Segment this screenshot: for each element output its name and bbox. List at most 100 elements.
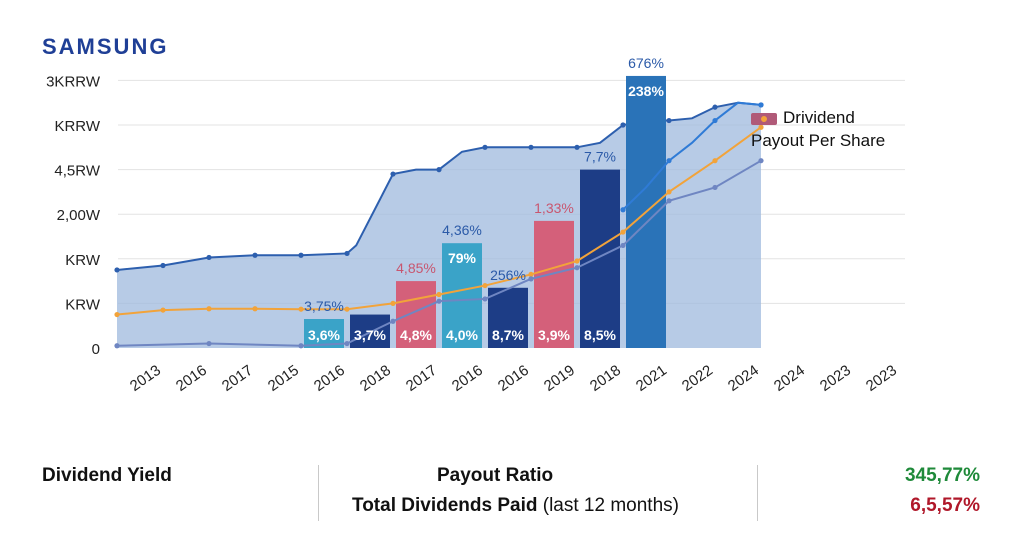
- series-point: [436, 298, 442, 304]
- bar-inner-label: 3,6%: [308, 327, 340, 343]
- series-line: [622, 101, 762, 211]
- right-value-1: 345,77%: [904, 465, 980, 486]
- price-point: [114, 267, 120, 273]
- series-point: [528, 271, 534, 278]
- series-point: [620, 207, 626, 213]
- bar-mid-label: 79%: [448, 250, 477, 266]
- series-point: [620, 229, 626, 235]
- bar-top-label: 676%: [628, 55, 664, 71]
- x-tick-label: 2021: [633, 362, 670, 395]
- series-point: [436, 291, 442, 298]
- x-tick-label: 2019: [541, 362, 578, 395]
- x-tick-label: 2016: [173, 362, 210, 395]
- series-point: [758, 102, 764, 108]
- y-tick-label: KRW: [65, 252, 101, 269]
- series-point: [574, 258, 580, 264]
- price-point: [620, 122, 626, 128]
- series-point: [666, 198, 672, 204]
- y-tick-label: 3KRRW: [46, 73, 101, 90]
- series-point: [344, 340, 350, 347]
- series-point: [574, 265, 580, 271]
- series-point: [344, 306, 350, 312]
- series-point: [758, 124, 764, 130]
- payout-ratio-label: Payout Ratio: [437, 465, 554, 486]
- bar-inner-label: 3,9%: [538, 327, 570, 343]
- price-point: [712, 104, 718, 110]
- x-tick-label: 2024: [725, 362, 762, 395]
- series-point: [390, 318, 396, 324]
- price-point: [666, 117, 672, 124]
- series-point: [160, 307, 166, 313]
- price-point: [436, 167, 442, 173]
- price-point: [574, 144, 580, 150]
- x-tick-label: 2023: [863, 362, 900, 395]
- y-tick-label: KRW: [65, 296, 101, 313]
- x-tick-label: 2016: [449, 362, 486, 395]
- footer-divider-right: [757, 465, 758, 521]
- series-point: [666, 158, 672, 164]
- series-point: [206, 306, 212, 312]
- legend-label: Drividend Payout Per Share: [751, 108, 886, 150]
- bar-inner-label: 4,8%: [400, 327, 432, 343]
- series-point: [390, 300, 396, 306]
- bar-inner-label: 3,7%: [354, 327, 386, 343]
- series-point: [252, 306, 258, 312]
- bar-labels: 3,6% 3,75% 3,7% 4,8% 4,85% 4,0% 79% 4,36% 8,7% 25…: [304, 55, 664, 343]
- series-point: [528, 276, 534, 282]
- y-axis: 0 KRW KRW 2,00W 4,5RW KRRW 3KRRW: [46, 73, 101, 358]
- series-point: [712, 117, 718, 124]
- series-point: [712, 184, 718, 191]
- footer-divider-left: [318, 465, 319, 521]
- y-tick-label: 0: [92, 341, 100, 358]
- series-point: [758, 158, 764, 164]
- y-tick-label: KRRW: [54, 118, 100, 135]
- series-point: [620, 242, 626, 249]
- total-dividends-label: Total Dividends Paid (last 12 months): [352, 495, 679, 517]
- price-point: [206, 254, 212, 261]
- bar: [396, 281, 436, 348]
- price-point: [390, 171, 396, 177]
- x-tick-label: 2023: [817, 362, 854, 395]
- price-point: [160, 262, 166, 269]
- legend: Drividend Payout Per Share: [751, 106, 885, 152]
- footer-stats: Dividend Yield Payout Ratio Total Divide…: [0, 455, 1024, 535]
- bar: [350, 314, 390, 348]
- series-point: [482, 282, 488, 289]
- bar-top-label: 4,36%: [442, 222, 482, 238]
- x-tick-label: 2017: [403, 362, 440, 395]
- bar: [580, 169, 620, 348]
- bar: [534, 220, 574, 348]
- price-area-line: [116, 101, 762, 271]
- samsung-logo: SAMSUNG: [42, 34, 169, 59]
- bar-top-label: 4,85%: [396, 260, 436, 276]
- series-point: [114, 343, 120, 349]
- x-tick-label: 2022: [679, 362, 716, 395]
- bar-inner-label: 8,7%: [492, 327, 524, 343]
- bar-top-label: 7,7%: [584, 149, 616, 165]
- bar-top-label: 3,75%: [304, 298, 344, 314]
- series-point: [206, 340, 212, 347]
- x-tick-label: 2018: [587, 362, 624, 395]
- bar: [442, 243, 482, 348]
- bar-top-label: 256%: [490, 267, 526, 283]
- price-point: [344, 250, 350, 257]
- x-tick-label: 2018: [357, 362, 394, 395]
- x-tick-label: 2015: [265, 362, 302, 395]
- series-point: [482, 296, 488, 302]
- bar-mid-label: 238%: [628, 83, 664, 99]
- bar-top-label: 1,33%: [534, 200, 574, 216]
- series-point: [712, 158, 718, 164]
- lines-layer: [114, 101, 764, 349]
- area-layer: [114, 101, 764, 348]
- bar: [488, 287, 528, 348]
- price-point: [252, 252, 258, 258]
- legend-swatch-icon: [751, 112, 777, 125]
- price-point: [528, 144, 534, 150]
- total-dividends-bold: Total Dividends Paid: [352, 495, 538, 516]
- y-tick-label: 4,5RW: [54, 163, 100, 180]
- series-point: [298, 343, 304, 349]
- series-point: [298, 306, 304, 312]
- dividend-yield-label: Dividend Yield: [42, 465, 172, 486]
- x-axis: 2013 2016 2017 2015 2016 2018 2017 2016 2016 2019…: [127, 362, 900, 395]
